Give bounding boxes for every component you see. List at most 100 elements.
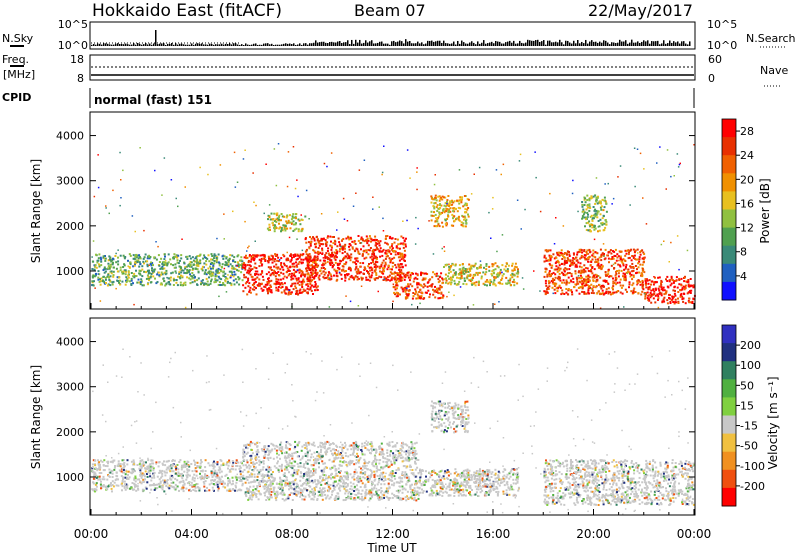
echo-cell (636, 271, 639, 274)
nsky-bar (295, 44, 297, 46)
echo-cell (326, 276, 329, 279)
echo-cell (597, 262, 600, 265)
echo-cell (608, 250, 611, 253)
echo-cell (96, 261, 99, 264)
nsky-bar (411, 43, 413, 46)
echo-cell (433, 202, 436, 205)
echo-cell (182, 481, 185, 483)
nsky-bar (335, 42, 337, 46)
echo-cell (204, 271, 207, 274)
echo-cell (156, 273, 159, 276)
echo-cell (206, 486, 208, 489)
freq-label: Freq. (2, 53, 29, 66)
echo-cell (645, 283, 647, 286)
echo-cell (150, 273, 153, 275)
echo-cell (201, 269, 204, 272)
echo-cell (235, 476, 238, 479)
echo-cell (317, 247, 320, 249)
echo-cell (276, 212, 279, 215)
echo-cell (99, 283, 102, 286)
echo-cell (550, 274, 552, 277)
echo-cell (545, 257, 548, 260)
nsky-bar (137, 43, 139, 46)
echo-cell (659, 291, 662, 294)
echo-cell (311, 279, 314, 282)
echo-cell (384, 237, 387, 240)
echo-cell (272, 224, 275, 227)
echo-cell (472, 273, 475, 276)
echo-cell (158, 261, 161, 263)
echo-cell (612, 280, 615, 283)
echo-cell (172, 277, 175, 280)
nsky-bar (615, 43, 617, 46)
echo-cell (95, 253, 97, 256)
echo-cell (355, 192, 357, 194)
echo-cell (397, 280, 400, 283)
echo-cell (423, 283, 426, 286)
echo-cell (606, 254, 609, 257)
nsky-bar (481, 42, 483, 46)
echo-cell (109, 270, 112, 273)
nsky-bar (333, 42, 335, 46)
echo-cell (307, 266, 310, 269)
echo-cell (379, 247, 382, 250)
echo-cell (164, 464, 167, 467)
echo-cell (687, 284, 690, 287)
echo-cell (269, 274, 272, 277)
echo-cell (121, 482, 124, 485)
echo-cell (308, 253, 311, 256)
nsky-bar (485, 43, 487, 46)
echo-cell (637, 252, 639, 254)
echo-cell (592, 285, 595, 288)
echo-cell (681, 298, 684, 301)
nsky-bar (689, 41, 691, 46)
echo-cell (244, 282, 247, 285)
y-tick-label: 3000 (56, 175, 84, 188)
echo-cell (210, 280, 212, 283)
y-tick-label: 2000 (56, 220, 84, 233)
echo-cell (670, 241, 672, 244)
echo-cell (147, 272, 150, 275)
echo-cell (308, 218, 310, 220)
echo-cell (181, 486, 184, 489)
echo-cell (509, 279, 511, 282)
echo-cell (326, 250, 329, 252)
echo-cell (112, 275, 115, 278)
echo-cell (365, 251, 368, 254)
echo-cell (160, 486, 163, 489)
echo-cell (387, 243, 389, 246)
echo-cell (309, 267, 312, 270)
echo-cell (444, 273, 447, 276)
echo-cell (633, 250, 636, 253)
nsky-bar (559, 39, 561, 46)
echo-cell (580, 266, 583, 269)
echo-cell (399, 279, 402, 282)
echo-cell (314, 285, 317, 288)
echo-cell (308, 247, 311, 250)
echo-cell (378, 250, 381, 253)
echo-cell (681, 287, 684, 290)
nsky-bar (457, 40, 459, 46)
echo-cell (618, 250, 621, 253)
echo-cell (117, 260, 120, 263)
echo-cell (270, 484, 273, 487)
echo-cell (561, 289, 564, 292)
echo-cell (136, 485, 139, 488)
echo-cell (131, 215, 134, 217)
echo-cell (554, 262, 557, 265)
echo-cell (411, 285, 414, 288)
echo-cell (458, 264, 461, 267)
echo-cell (592, 252, 595, 255)
echo-cell (646, 297, 649, 299)
echo-cell (421, 291, 424, 294)
echo-cell (119, 269, 122, 272)
nsky-bar (257, 44, 259, 46)
echo-cell (349, 269, 352, 272)
echo-cell (359, 262, 362, 264)
echo-cell (627, 268, 630, 271)
echo-cell (105, 207, 107, 209)
echo-cell (151, 484, 154, 487)
echo-cell (582, 270, 585, 273)
echo-cell (625, 266, 627, 268)
echo-cell (99, 478, 101, 481)
